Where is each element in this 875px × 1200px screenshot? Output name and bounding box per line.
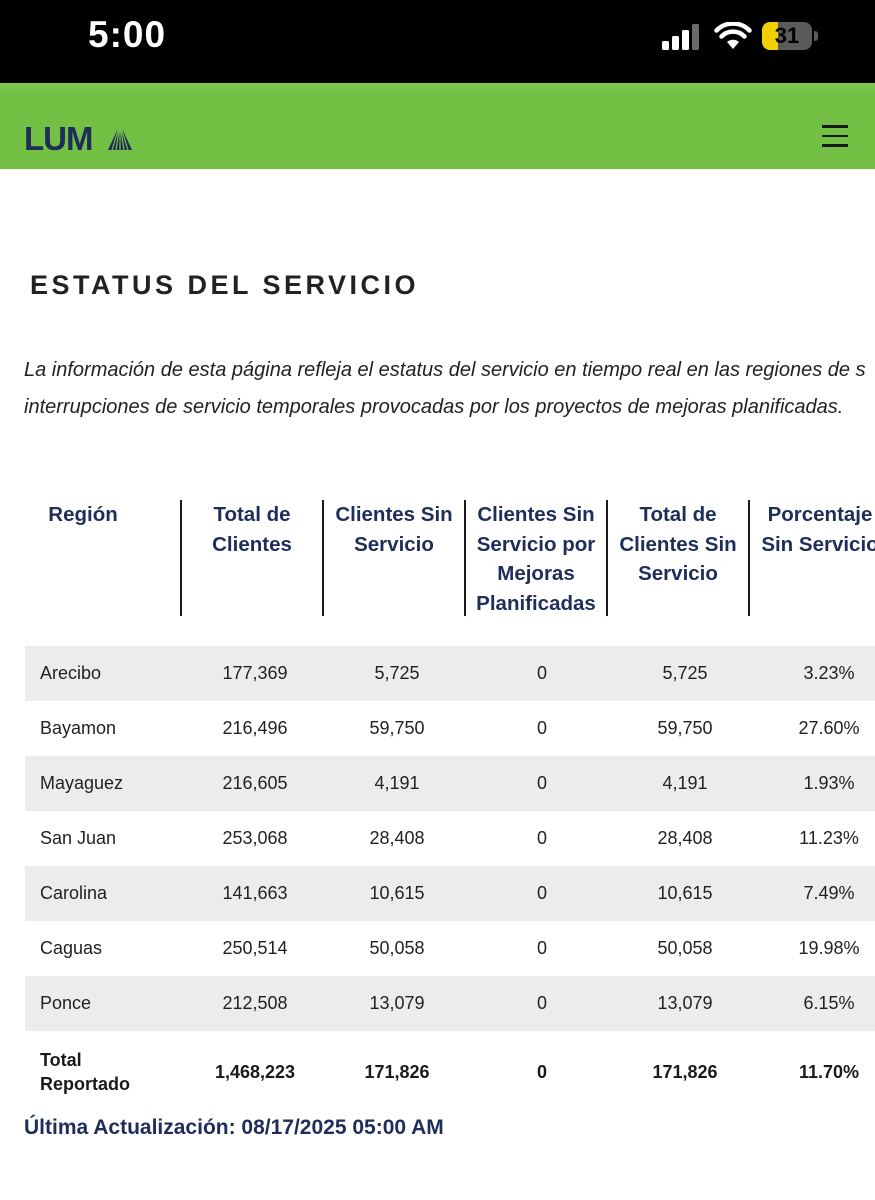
total-sin-servicio-cell: 4,191 [662,773,708,793]
table-row: Carolina 141,663 10,615 0 10,615 7.49% [25,866,875,921]
intro-text: La información de esta página refleja el… [24,352,875,426]
total-clientes-cell: 177,369 [222,663,288,683]
last-update-text: Última Actualización: 08/17/2025 05:00 A… [24,1116,444,1139]
total-sin-servicio-cell: 50,058 [657,938,713,958]
region-cell: Mayaguez [40,773,124,793]
total-clientes-cell: 216,605 [222,773,288,793]
mejoras-cell: 0 [536,883,547,903]
table-row: San Juan 253,068 28,408 0 28,408 11.23% [25,811,875,866]
table-row: Caguas 250,514 50,058 0 50,058 19.98% [25,921,875,976]
column-divider [180,500,182,616]
porcentaje-cell: 11.23% [799,828,859,848]
sin-servicio-cell: 13,079 [369,993,425,1013]
table-row: Mayaguez 216,605 4,191 0 4,191 1.93% [25,756,875,811]
porcentaje-cell: 1.93% [803,773,855,793]
total-clientes-cell: 250,514 [222,938,288,958]
hamburger-menu-icon[interactable] [822,125,848,147]
column-header-total-clientes: Total de Clientes [212,503,292,556]
column-divider [464,500,466,616]
region-cell: San Juan [40,828,117,848]
table-total-row: Total Reportado 1,468,223 171,826 0 171,… [25,1040,875,1105]
total-clientes-cell: 253,068 [222,828,288,848]
total-clientes-cell: 212,508 [222,993,288,1013]
column-divider [322,500,324,616]
column-header-region: Región [48,503,118,526]
battery-tip [814,31,818,41]
mejoras-cell: 0 [536,773,547,793]
site-header: LUM [0,83,875,169]
column-header-porcentaje: Porcentaje Sin Servicio [761,503,875,556]
sin-servicio-cell: 59,750 [369,718,425,738]
total-clientes-cell: 141,663 [222,883,288,903]
battery-indicator: 31 [762,22,818,50]
mejoras-cell: 0 [536,938,547,958]
mejoras-cell: 0 [536,1062,547,1082]
battery-fill [762,22,778,50]
region-cell: Bayamon [40,718,117,738]
porcentaje-cell: 6.15% [803,993,855,1013]
sin-servicio-cell: 4,191 [374,773,420,793]
region-cell: Ponce [40,993,92,1013]
status-bar: 5:00 31 [0,0,875,83]
column-header-clientes-sin-servicio: Clientes Sin Servicio [335,503,453,556]
total-clientes-cell: 216,496 [222,718,288,738]
column-divider [606,500,608,616]
total-sin-servicio-cell: 59,750 [657,718,713,738]
column-header-total-sin-servicio: Total de Clientes Sin Servicio [619,503,737,585]
luma-logo[interactable]: LUM [24,123,136,153]
porcentaje-cell: 19.98% [798,938,860,958]
porcentaje-cell: 3.23% [803,663,855,683]
total-sin-servicio-cell: 171,826 [652,1062,718,1082]
porcentaje-cell: 11.70% [798,1062,860,1082]
total-sin-servicio-cell: 10,615 [657,883,713,903]
mejoras-cell: 0 [536,828,547,848]
intro-line: La información de esta página refleja el… [24,359,866,381]
cellular-signal-icon [662,24,699,50]
sin-servicio-cell: 50,058 [369,938,425,958]
column-header-mejoras-planificadas: Clientes Sin Servicio por Mejoras Planif… [476,503,596,615]
sin-servicio-cell: 171,826 [364,1062,430,1082]
battery-level: 31 [774,23,800,48]
intro-line: interrupciones de servicio temporales pr… [24,396,844,418]
porcentaje-cell: 7.49% [803,883,855,903]
region-cell: Carolina [40,883,108,903]
table-row: Arecibo 177,369 5,725 0 5,725 3.23% [25,646,875,701]
porcentaje-cell: 27.60% [798,718,860,738]
total-sin-servicio-cell: 13,079 [657,993,713,1013]
region-cell: Arecibo [40,663,102,683]
svg-text:LUM: LUM [24,123,92,153]
status-time: 5:00 [88,14,167,55]
page-title: ESTATUS DEL SERVICIO [30,270,420,300]
wifi-icon [714,22,752,49]
table-row: Ponce 212,508 13,079 0 13,079 6.15% [25,976,875,1031]
region-cell: Caguas [40,938,103,958]
total-clientes-cell: 1,468,223 [214,1062,296,1082]
mejoras-cell: 0 [536,993,547,1013]
sin-servicio-cell: 5,725 [374,663,420,683]
sin-servicio-cell: 10,615 [369,883,425,903]
total-label: Total Reportado [40,1050,130,1094]
sin-servicio-cell: 28,408 [369,828,425,848]
table-row: Bayamon 216,496 59,750 0 59,750 27.60% [25,701,875,756]
column-divider [748,500,750,616]
total-sin-servicio-cell: 5,725 [662,663,708,683]
total-sin-servicio-cell: 28,408 [657,828,713,848]
mejoras-cell: 0 [536,718,547,738]
mejoras-cell: 0 [536,663,547,683]
